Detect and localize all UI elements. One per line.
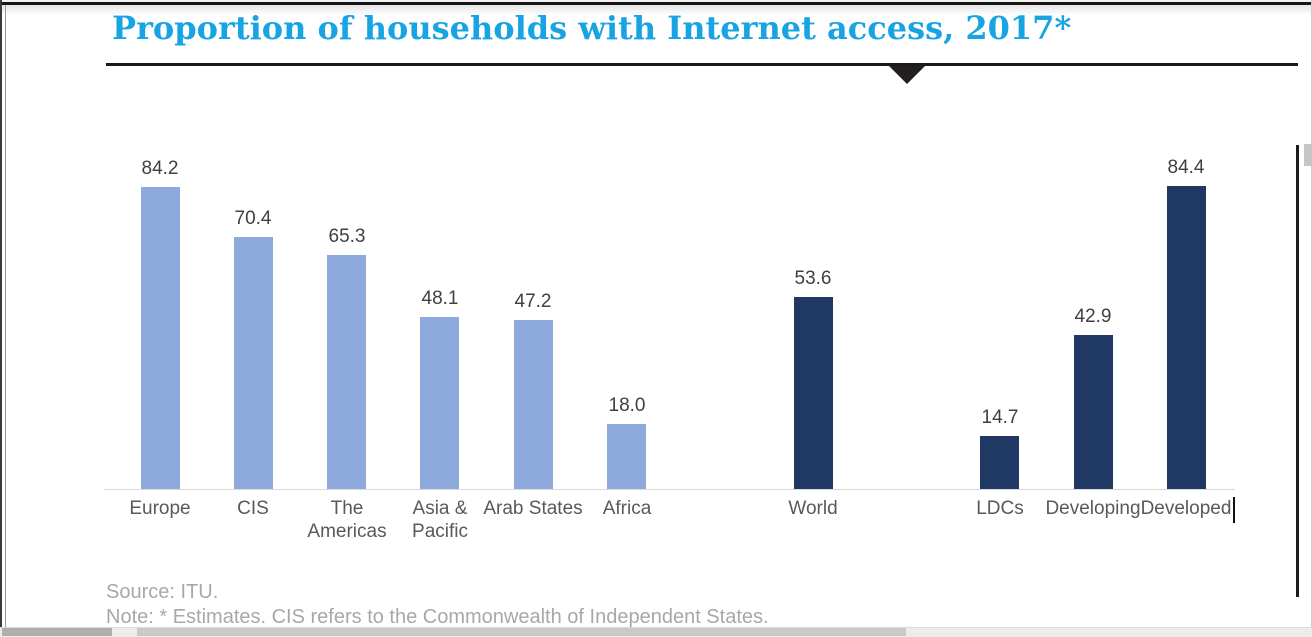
category-label-world: World [788, 498, 838, 519]
bar-africa [607, 424, 646, 489]
bar-world [794, 297, 833, 489]
category-label-asia-pacific: Asia & Pacific [412, 498, 468, 542]
category-label-europe: Europe [129, 498, 191, 519]
value-label-ldcs: 14.7 [981, 407, 1019, 428]
bar-arab-states [514, 320, 553, 489]
bar-cis [234, 237, 273, 489]
page-title: Proportion of households with Internet a… [112, 9, 1072, 47]
value-label-cis: 70.4 [234, 208, 272, 229]
window-frame-left [0, 0, 2, 636]
bar-developed [1167, 186, 1206, 489]
bar-asia-pacific [420, 317, 459, 489]
category-label-africa: Africa [602, 498, 652, 519]
source-line: Source: ITU. [106, 581, 219, 603]
bar-developing [1074, 335, 1113, 489]
title-underline [106, 63, 1298, 66]
value-label-africa: 18.0 [608, 395, 646, 416]
category-label-the-americas: The Americas [307, 498, 387, 542]
horizontal-scrollbar-thumb[interactable] [137, 628, 906, 636]
text-cursor [1233, 497, 1235, 523]
window-frame-top-shadow [0, 5, 1312, 14]
value-label-arab-states: 47.2 [514, 291, 552, 312]
value-label-world: 53.6 [794, 268, 832, 289]
category-label-ldcs: LDCs [976, 498, 1024, 519]
horizontal-scrollbar-left-segment[interactable] [2, 628, 112, 636]
window-frame-left-inner-line [5, 5, 6, 636]
vertical-scrollbar-thumb[interactable] [1304, 144, 1312, 166]
window-frame-top-border [0, 2, 1312, 5]
source-note: Source: ITU. Note: * Estimates. CIS refe… [106, 580, 769, 630]
x-axis-line [104, 489, 1235, 490]
value-label-developing: 42.9 [1074, 306, 1112, 327]
page-edge-line [1296, 145, 1299, 597]
triangle-down-icon [889, 66, 925, 84]
bar-ldcs [980, 436, 1019, 489]
bar-the-americas [327, 255, 366, 489]
category-label-developing: Developing [1045, 498, 1141, 519]
category-label-developed: Developed [1140, 498, 1232, 519]
value-label-developed: 84.4 [1167, 157, 1205, 178]
category-label-cis: CIS [237, 498, 269, 519]
value-label-europe: 84.2 [141, 158, 179, 179]
note-line: Note: * Estimates. CIS refers to the Com… [106, 606, 769, 628]
value-label-the-americas: 65.3 [328, 226, 366, 247]
value-label-asia-pacific: 48.1 [421, 288, 459, 309]
category-label-arab-states: Arab States [483, 498, 583, 519]
window-frame-top [0, 0, 1312, 2]
bar-europe [141, 187, 180, 489]
